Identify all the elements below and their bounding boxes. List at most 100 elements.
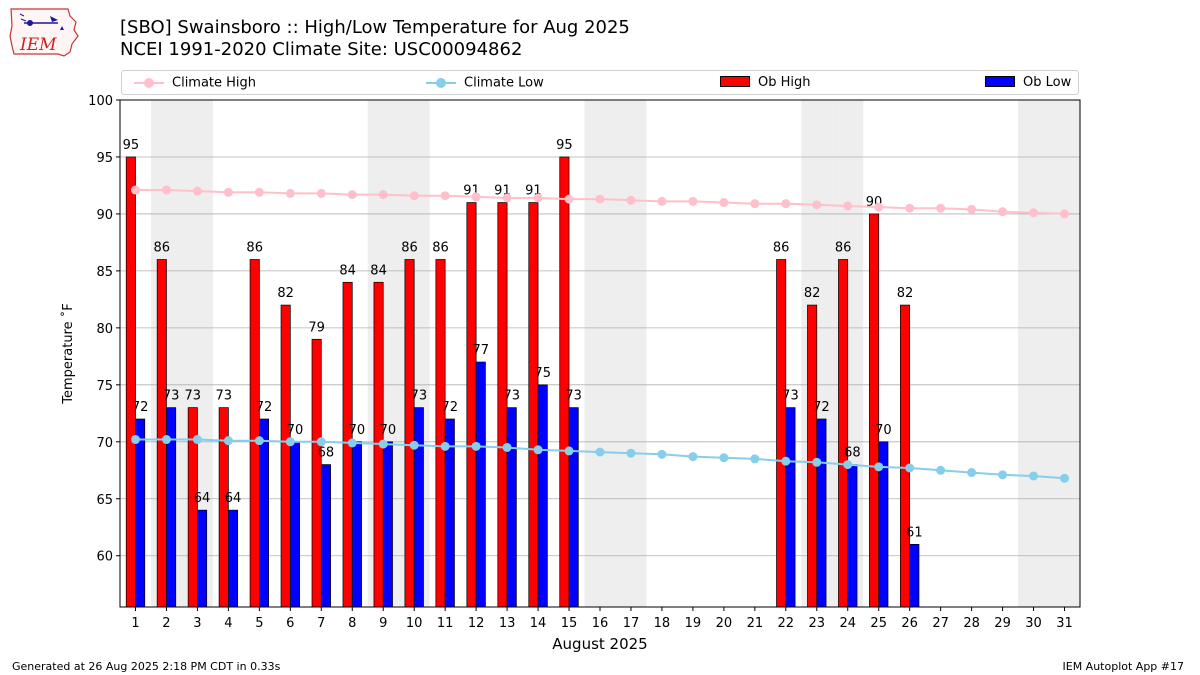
ob-high-bar-10	[404, 259, 415, 608]
ob-high-label-10: 86	[401, 241, 418, 256]
y-tick-label-75: 75	[96, 379, 113, 394]
x-tick-label-17: 17	[623, 616, 640, 631]
climate-low-point-9	[378, 439, 388, 449]
climate-low-point-29	[998, 470, 1008, 480]
footer-app: IEM Autoplot App #17	[1062, 660, 1185, 673]
ob-low-label-26: 61	[906, 525, 923, 540]
ob-high-label-9: 84	[370, 263, 387, 278]
climate-high-point-11	[440, 191, 450, 201]
x-tick-label-3: 3	[193, 616, 201, 631]
climate-low-point-24	[843, 460, 853, 470]
climate-high-point-18	[657, 196, 667, 206]
ob-high-label-7: 79	[308, 320, 325, 335]
climate-low-point-21	[750, 454, 760, 464]
climate-low-point-20	[719, 453, 729, 463]
x-axis-label: August 2025	[552, 635, 647, 653]
ob-low-label-1: 72	[132, 400, 149, 415]
x-tick-label-18: 18	[654, 616, 671, 631]
ob-high-label-4: 73	[215, 389, 232, 404]
climate-low-point-19	[688, 452, 698, 462]
ob-high-label-8: 84	[339, 263, 356, 278]
ob-high-bar-11	[435, 259, 446, 608]
y-tick-label-65: 65	[96, 493, 113, 508]
footer-generated: Generated at 26 Aug 2025 2:18 PM CDT in …	[12, 660, 281, 673]
legend-climate-low-label: Climate Low	[464, 75, 544, 91]
y-tick-label-100: 100	[88, 94, 113, 109]
climate-high-point-10	[409, 191, 419, 201]
climate-high-point-9	[378, 190, 388, 200]
ob-low-bar-10	[413, 407, 424, 608]
ob-high-label-26: 82	[897, 286, 914, 301]
ob-high-bar-5	[249, 259, 260, 608]
x-tick-label-14: 14	[530, 616, 547, 631]
climate-high-point-29	[998, 207, 1008, 217]
ob-low-bar-14	[537, 384, 548, 608]
svg-text:IEM: IEM	[19, 35, 57, 55]
ob-low-label-22: 73	[782, 389, 799, 404]
weekend-shade-17	[615, 100, 647, 607]
ob-high-label-3: 73	[185, 389, 202, 404]
x-tick-label-19: 19	[685, 616, 702, 631]
ob-low-bar-13	[506, 407, 517, 608]
x-tick-label-16: 16	[592, 616, 609, 631]
ob-low-bar-4	[228, 509, 239, 608]
ob-low-bar-3	[197, 509, 208, 608]
ob-low-bar-23	[816, 418, 827, 608]
ob-high-bar-7	[311, 338, 322, 608]
climate-high-point-3	[192, 186, 202, 196]
ob-high-bar-13	[497, 202, 508, 608]
x-tick-label-7: 7	[317, 616, 325, 631]
ob-high-bar-22	[776, 259, 787, 608]
title-line-2: NCEI 1991-2020 Climate Site: USC00094862	[120, 39, 523, 60]
ob-low-bar-6	[289, 441, 300, 608]
climate-high-point-7	[316, 188, 326, 198]
climate-low-point-28	[967, 468, 977, 478]
climate-low-point-11	[440, 441, 450, 451]
legend: Climate High Climate Low Ob High Ob Low	[121, 70, 1079, 95]
climate-low-point-5	[254, 436, 264, 446]
y-axis-label: Temperature ˚F	[60, 303, 76, 404]
climate-low-point-10	[409, 440, 419, 450]
ob-low-label-2: 73	[163, 389, 180, 404]
legend-climate-high-marker	[134, 74, 164, 92]
climate-low-point-18	[657, 449, 667, 459]
ob-low-bar-9	[382, 441, 393, 608]
climate-low-point-31	[1060, 473, 1070, 483]
climate-high-point-16	[595, 194, 605, 204]
climate-high-point-26	[905, 203, 915, 213]
legend-ob-low-label: Ob Low	[1023, 75, 1072, 90]
climate-low-point-25	[874, 462, 884, 472]
climate-high-point-5	[254, 187, 264, 197]
ob-high-bar-25	[869, 213, 880, 608]
ob-low-label-5: 72	[256, 400, 273, 415]
climate-low-point-27	[936, 465, 946, 475]
ob-high-label-11: 86	[432, 241, 449, 256]
y-tick-label-70: 70	[96, 436, 113, 451]
ob-low-label-7: 68	[318, 446, 335, 461]
ob-low-label-13: 73	[503, 389, 520, 404]
x-tick-label-8: 8	[348, 616, 356, 631]
ob-high-bar-26	[900, 304, 911, 608]
climate-high-point-20	[719, 198, 729, 208]
x-tick-label-28: 28	[963, 616, 980, 631]
climate-high-point-27	[936, 203, 946, 213]
ob-high-bar-24	[838, 259, 849, 608]
legend-climate-low-marker	[426, 74, 456, 92]
iowa-map-icon: IEM	[9, 8, 79, 57]
climate-low-point-22	[781, 456, 791, 466]
legend-ob-high: Ob High	[720, 74, 811, 92]
climate-low-point-13	[502, 442, 512, 452]
climate-low-point-14	[533, 445, 543, 455]
ob-high-bar-14	[528, 202, 539, 608]
climate-high-point-19	[688, 196, 698, 206]
climate-high-point-4	[223, 187, 233, 197]
x-tick-label-24: 24	[839, 616, 856, 631]
ob-low-label-9: 70	[380, 423, 397, 438]
x-tick-label-23: 23	[809, 616, 826, 631]
ob-high-bar-1	[125, 156, 136, 608]
ob-high-bar-15	[559, 156, 570, 608]
x-tick-label-2: 2	[162, 616, 170, 631]
ob-low-label-8: 70	[349, 423, 366, 438]
ob-low-bar-12	[475, 361, 486, 608]
ob-low-bar-7	[320, 464, 331, 608]
